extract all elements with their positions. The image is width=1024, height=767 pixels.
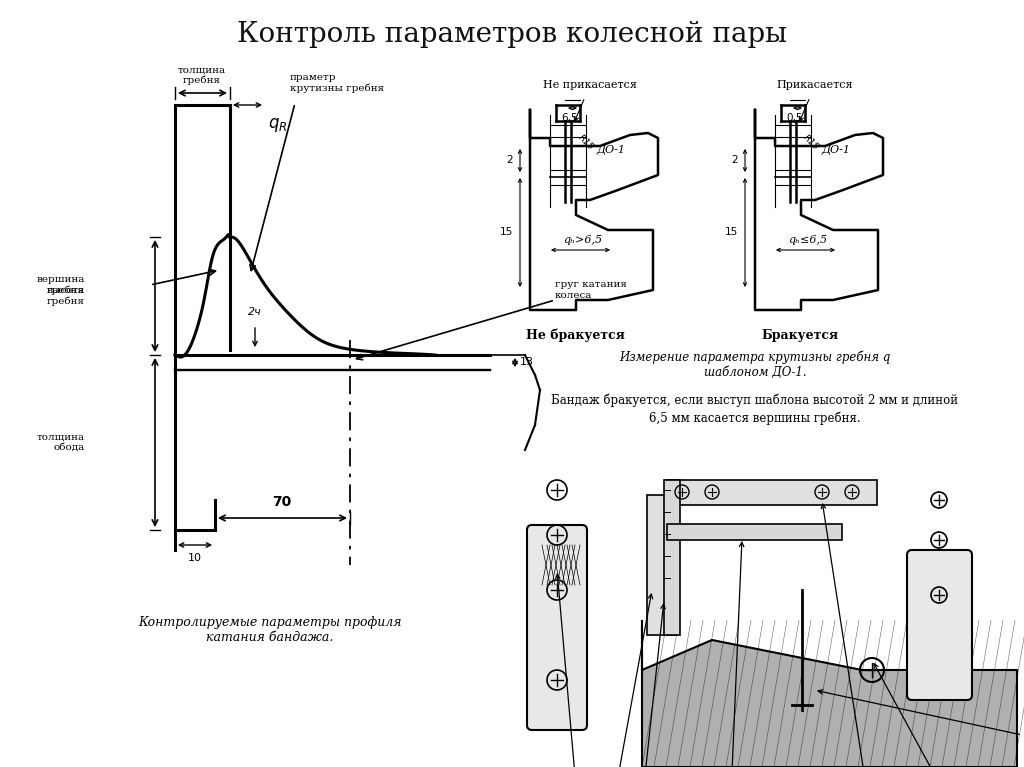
Text: R15: R15 [801,133,820,153]
FancyBboxPatch shape [527,525,587,730]
Text: праметр
крутизны гребня: праметр крутизны гребня [290,73,384,93]
Bar [664,480,680,635]
Text: Прикасается: Прикасается [777,80,853,90]
Text: толщина
обода: толщина обода [37,433,85,452]
Text: qₕ≤6,5: qₕ≤6,5 [788,235,827,245]
Text: 70: 70 [272,495,292,509]
FancyBboxPatch shape [907,550,972,700]
Text: $q_R$: $q_R$ [268,116,288,134]
Text: 2: 2 [731,155,738,165]
Text: Контролируемые параметры профиля
катания бандажа.: Контролируемые параметры профиля катания… [138,616,401,644]
Text: qₕ>6,5: qₕ>6,5 [563,235,602,245]
Text: Не прикасается: Не прикасается [543,80,637,90]
Text: 15: 15 [500,227,513,237]
Text: 15: 15 [725,227,738,237]
Bar [667,524,842,540]
Text: Бракуется: Бракуется [762,328,839,341]
Text: 0,5: 0,5 [786,113,803,123]
Text: ДО-1: ДО-1 [596,145,625,155]
Text: 2ч: 2ч [248,307,262,317]
Text: вершина
гребня: вершина гребня [37,275,85,295]
Text: 10: 10 [188,553,202,563]
Text: Измерение параметра крутизны гребня q
шаблоном ДО-1.: Измерение параметра крутизны гребня q ша… [620,351,891,379]
Bar [647,495,677,635]
Text: Бандаж бракуется, если выступ шаблона высотой 2 мм и длиной: Бандаж бракуется, если выступ шаблона вы… [552,393,958,407]
Bar [667,480,877,505]
Text: Контроль параметров колесной пары: Контроль параметров колесной пары [237,21,787,48]
Text: толщина
гребня: толщина гребня [178,65,226,85]
Text: 2: 2 [507,155,513,165]
Polygon shape [642,620,1017,767]
Text: ДО-1: ДО-1 [821,145,850,155]
Text: 6,5: 6,5 [562,113,579,123]
Text: 13: 13 [520,357,534,367]
Text: Не бракуется: Не бракуется [525,328,625,342]
Text: 6,5 мм касается вершины гребня.: 6,5 мм касается вершины гребня. [649,411,861,425]
Text: груг катания
колеса: груг катания колеса [555,280,627,300]
Text: высота
гребня: высота гребня [47,286,85,306]
Text: R15: R15 [575,133,595,153]
